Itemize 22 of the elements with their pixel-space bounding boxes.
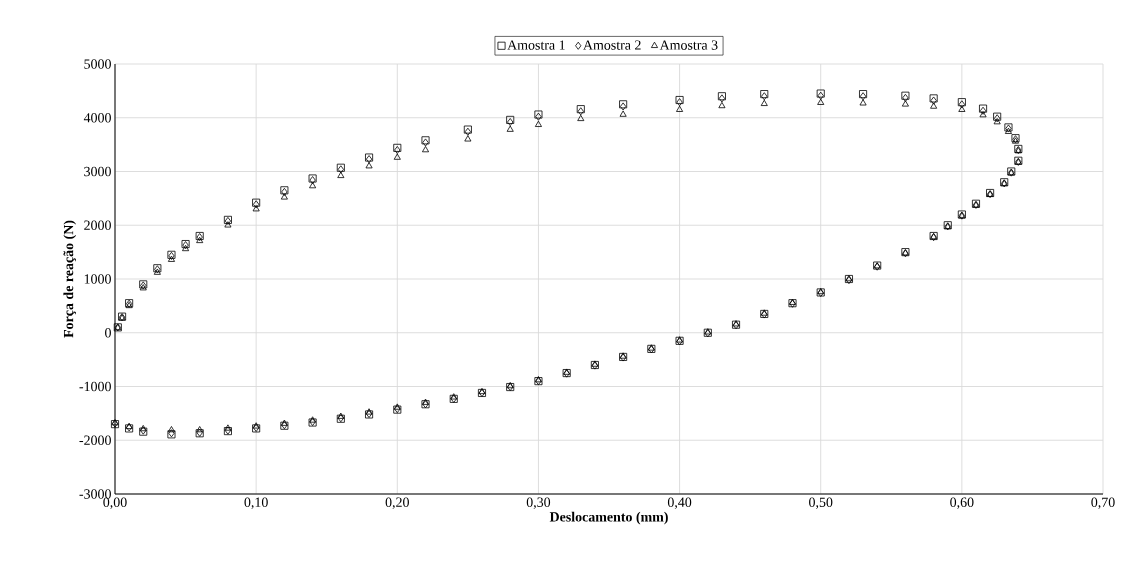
- y-tick-label: 4000: [83, 113, 111, 123]
- x-tick-label: 0,60: [950, 497, 974, 509]
- y-tick-label: 0: [105, 328, 111, 338]
- y-tick-label: -3000: [79, 489, 111, 499]
- y-tick-label: 2000: [84, 220, 111, 230]
- y-tick-label: -2000: [79, 435, 111, 445]
- x-tick-label: 0,30: [526, 497, 551, 509]
- legend-label: Amostra 1: [507, 40, 565, 50]
- y-tick-label: 3000: [84, 166, 111, 177]
- x-axis-title: Deslocamento (mm): [549, 511, 668, 525]
- legend-label: Amostra 3: [659, 40, 718, 50]
- y-axis-title: Força de reação (N): [63, 220, 77, 338]
- x-tick-label: 0,00: [103, 497, 127, 509]
- x-tick-label: 0,10: [244, 497, 268, 509]
- x-tick-label: 0,50: [809, 497, 833, 509]
- x-tick-label: 0,40: [667, 497, 692, 509]
- y-tick-label: -1000: [79, 381, 111, 392]
- y-tick-label: 5000: [84, 59, 111, 69]
- x-tick-label: 0,20: [385, 497, 409, 509]
- legend-label: Amostra 2: [583, 40, 641, 50]
- x-tick-label: 0,70: [1091, 497, 1115, 509]
- y-tick-label: 1000: [84, 274, 111, 284]
